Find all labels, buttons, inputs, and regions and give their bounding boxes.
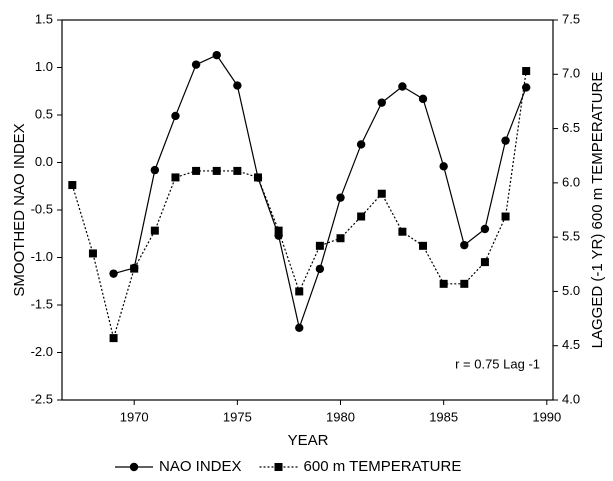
y-tick-label: -1.5 [31, 296, 53, 311]
x-tick-label: 1975 [223, 409, 252, 424]
y-tick-label: 1.5 [35, 11, 53, 26]
annotation: r = 0.75 Lag -1 [455, 356, 540, 371]
point [439, 162, 448, 171]
point [171, 111, 180, 121]
point [212, 50, 221, 60]
point [398, 227, 407, 236]
point [377, 98, 386, 107]
y-tick-label: -1.0 [31, 249, 53, 264]
y2-tick-label: 7.0 [562, 66, 580, 81]
point [418, 94, 428, 104]
y2-axis-label: LAGGED (-1 YR) 600 m TEMPERATURE [589, 72, 606, 349]
point [315, 264, 325, 274]
point [109, 269, 118, 278]
y-tick-label: 0.5 [35, 106, 53, 121]
legend-label: NAO INDEX [159, 458, 242, 475]
point [233, 81, 242, 90]
point [398, 82, 407, 91]
x-tick-label: 1980 [326, 409, 355, 424]
point [295, 287, 304, 296]
y2-tick-label: 4.0 [562, 391, 580, 406]
point [439, 279, 448, 288]
point [356, 140, 366, 149]
point [522, 67, 531, 76]
point [68, 181, 77, 190]
point [336, 234, 345, 243]
y-tick-label: 1.0 [35, 59, 53, 74]
y-tick-label: -0.5 [31, 201, 53, 216]
point [253, 173, 262, 182]
point [480, 258, 489, 267]
y2-tick-label: 5.5 [562, 229, 580, 244]
point [521, 83, 531, 92]
point [233, 166, 242, 175]
y2-tick-label: 6.5 [562, 120, 580, 135]
y2-tick-label: 5.0 [562, 283, 580, 298]
y-tick-label: -2.0 [31, 344, 53, 359]
x-tick-label: 1970 [120, 409, 149, 424]
legend-marker [274, 463, 283, 471]
y-axis-label: SMOOTHED NAO INDEX [11, 123, 28, 296]
x-axis-label: YEAR [288, 432, 329, 449]
point [150, 226, 159, 235]
point [501, 136, 510, 145]
point [315, 241, 324, 250]
point [336, 193, 345, 202]
plot-frame [61, 19, 554, 401]
point [109, 334, 118, 343]
legend-marker [129, 462, 139, 472]
y-tick-label: -2.5 [31, 391, 53, 406]
point [88, 249, 97, 258]
point [460, 279, 469, 288]
point [212, 166, 221, 175]
x-tick-label: 1990 [532, 409, 561, 424]
y2-tick-label: 6.0 [562, 174, 580, 189]
point [295, 323, 304, 332]
series-line [71, 70, 527, 341]
y-tick-label: 0.0 [35, 154, 53, 169]
point [377, 189, 386, 198]
point [460, 240, 469, 250]
y2-tick-label: 7.5 [562, 11, 580, 26]
y2-tick-label: 4.5 [562, 337, 580, 352]
point [171, 173, 180, 182]
point [130, 264, 139, 273]
point [419, 241, 428, 250]
point [192, 166, 201, 175]
point [501, 212, 510, 221]
point [274, 226, 283, 235]
point [480, 224, 490, 234]
point [191, 60, 201, 69]
point [150, 165, 160, 175]
point [357, 212, 366, 221]
legend-label: 600 m TEMPERATURE [304, 458, 462, 475]
x-tick-label: 1985 [429, 409, 458, 424]
